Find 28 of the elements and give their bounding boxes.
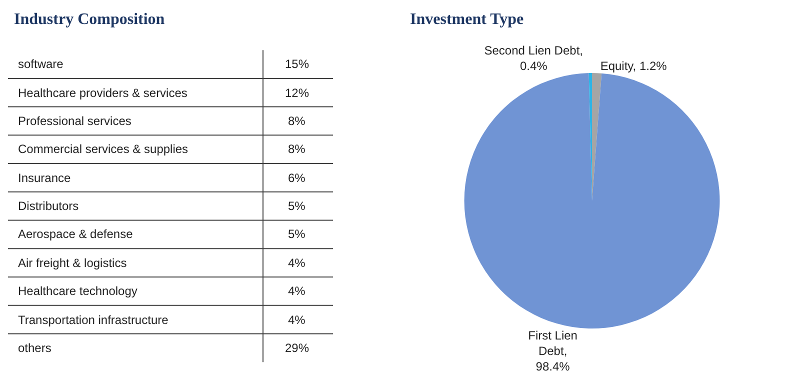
pie-slice — [464, 73, 720, 328]
slice-label: First Lien Debt, 98.4% — [528, 328, 578, 374]
chart-title: Investment Type — [410, 11, 524, 28]
category-label: Healthcare providers & services — [18, 86, 188, 100]
text: 4% — [288, 313, 306, 327]
category-label: Aerospace & defense — [18, 227, 134, 241]
text: 4% — [288, 256, 306, 270]
category-label: Distributors — [18, 199, 79, 213]
slice-label: Equity, 1.2% — [600, 59, 668, 74]
category-label: Healthcare technology — [18, 284, 138, 298]
text: 5% — [288, 199, 306, 213]
category-label: Transportation infrastructure — [18, 313, 169, 327]
text: 6% — [288, 171, 306, 185]
text: 15% — [285, 57, 310, 71]
text: 4% — [288, 284, 306, 298]
text: 12% — [285, 86, 310, 100]
category-label: software — [18, 57, 64, 71]
category-label: Insurance — [18, 171, 72, 185]
text: 29% — [285, 341, 310, 355]
slice-label: Second Lien Debt, 0.4% — [484, 43, 583, 74]
category-label: others — [18, 341, 52, 355]
text: Industry Composition — [14, 11, 165, 28]
category-label: Air freight & logistics — [18, 256, 127, 270]
text: 8% — [288, 114, 306, 128]
text: 8% — [288, 142, 306, 156]
text: 5% — [288, 227, 306, 241]
category-label: Commercial services & supplies — [18, 142, 188, 156]
category-label: Professional services — [18, 114, 132, 128]
